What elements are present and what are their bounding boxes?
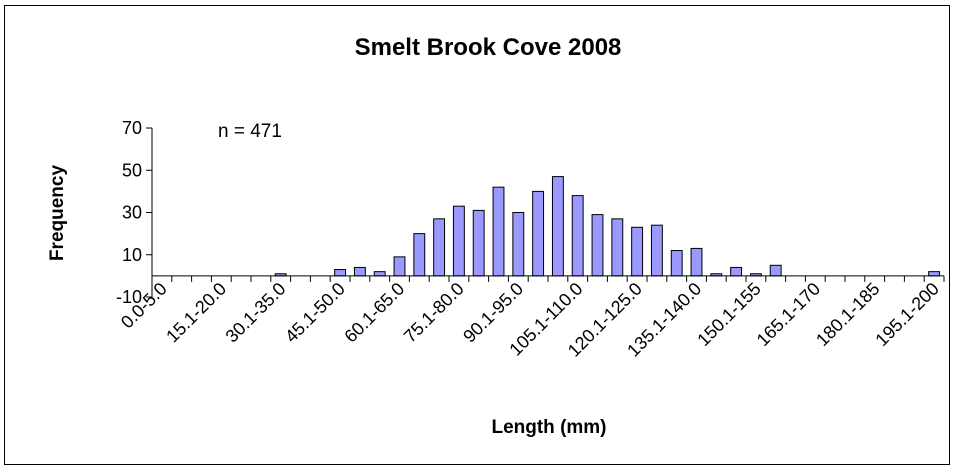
- bar: [650, 224, 663, 277]
- bar: [670, 250, 683, 277]
- bar: [571, 195, 584, 277]
- bar: [591, 214, 604, 277]
- x-tick-label: 30.1-35.0: [222, 279, 290, 347]
- bar: [611, 218, 624, 277]
- bar: [334, 269, 347, 277]
- y-tick-label: 30: [122, 203, 142, 223]
- bar: [433, 218, 446, 277]
- x-tick-label: 195.1-200: [871, 279, 942, 350]
- bar: [393, 256, 406, 277]
- bar: [690, 247, 703, 277]
- bar: [730, 266, 743, 277]
- y-tick-label: 10: [122, 245, 142, 265]
- y-axis-title: Frequency: [47, 165, 68, 262]
- bar: [373, 271, 386, 277]
- y-tick-label: -10: [116, 287, 142, 307]
- x-tick-label: 165.1-170: [753, 279, 824, 350]
- x-tick-label: 45.1-50.0: [281, 279, 349, 347]
- plot-area: -10103050700.0-5.015.1-20.030.1-35.045.1…: [116, 118, 945, 361]
- x-tick-label: 75.1-80.0: [400, 279, 468, 347]
- bar: [512, 212, 525, 277]
- x-axis-title: Length (mm): [491, 417, 606, 438]
- x-tick-label: 180.1-185: [812, 279, 883, 350]
- bar: [551, 176, 564, 277]
- bar: [413, 233, 426, 277]
- bar: [472, 209, 485, 277]
- y-tick-label: 70: [122, 118, 142, 138]
- sample-size-annotation: n = 471: [218, 121, 282, 142]
- bar: [492, 186, 505, 277]
- bar: [928, 271, 941, 277]
- bar: [353, 266, 366, 277]
- x-tick-label: 150.1-155: [693, 279, 764, 350]
- bar: [532, 190, 545, 277]
- bar: [769, 264, 782, 277]
- y-tick-label: 50: [122, 160, 142, 180]
- chart-title: Smelt Brook Cove 2008: [355, 34, 622, 61]
- bar: [452, 205, 465, 277]
- x-tick-label: 15.1-20.0: [162, 279, 230, 347]
- x-tick-label: 60.1-65.0: [340, 279, 408, 347]
- bar: [631, 226, 644, 277]
